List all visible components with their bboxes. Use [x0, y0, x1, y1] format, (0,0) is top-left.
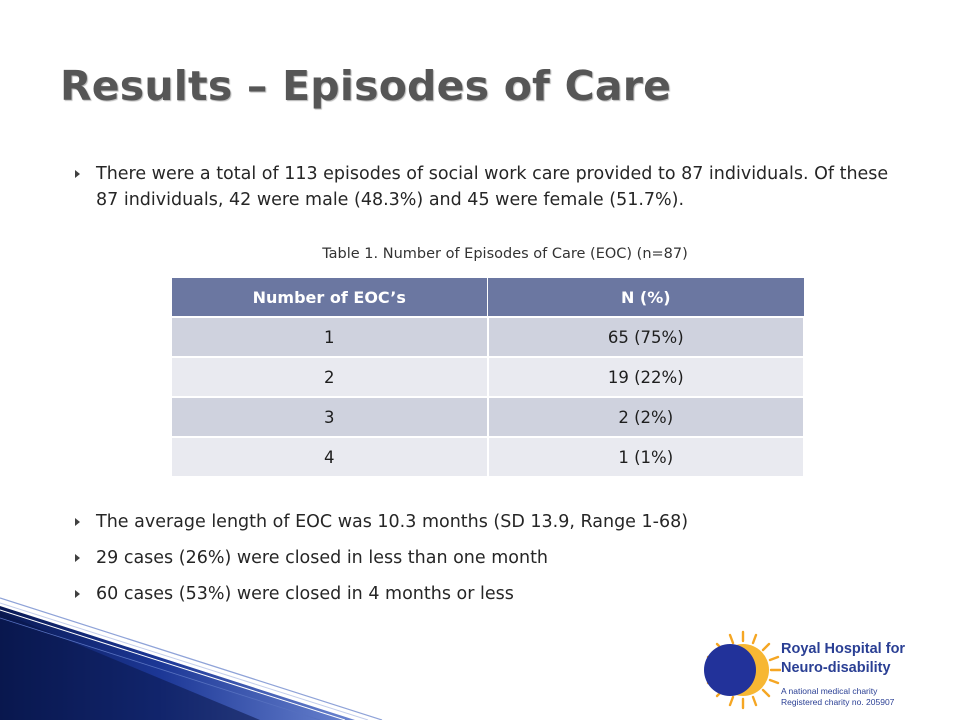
arrow-bullet-icon — [75, 518, 80, 526]
decorative-swoosh — [0, 597, 383, 720]
summary-bullet-list: The average length of EOC was 10.3 month… — [74, 509, 894, 617]
hospital-logo: Royal Hospital for Neuro-disability A na… — [697, 628, 947, 718]
summary-bullet-text: 29 cases (26%) were closed in less than … — [96, 548, 549, 568]
summary-bullet: 29 cases (26%) were closed in less than … — [74, 545, 894, 571]
arrow-bullet-icon — [75, 554, 80, 562]
sun-eclipse-icon — [704, 630, 781, 710]
table-caption: Table 1. Number of Episodes of Care (EOC… — [322, 246, 688, 262]
summary-bullet: The average length of EOC was 10.3 month… — [74, 509, 894, 535]
table-cell: 2 (2%) — [486, 396, 805, 438]
logo-name: Royal Hospital for Neuro-disability — [781, 640, 905, 678]
logo-tagline-line: Registered charity no. 205907 — [781, 697, 895, 707]
logo-tagline-line: A national medical charity — [781, 686, 878, 696]
table-cell: 1 (1%) — [486, 436, 805, 478]
table-row: 2 19 (22%) — [170, 356, 805, 398]
table-row: 4 1 (1%) — [170, 436, 805, 478]
table-cell: 4 — [170, 436, 489, 478]
episodes-of-care-table: Number of EOC’s N (%) 1 65 (75%) 2 19 (2… — [170, 277, 805, 478]
table-cell: 65 (75%) — [486, 316, 805, 358]
intro-bullet: There were a total of 113 episodes of so… — [74, 161, 914, 213]
table-row: 1 65 (75%) — [170, 316, 805, 358]
slide-title: Results – Episodes of Care — [60, 62, 672, 110]
intro-bullet-list: There were a total of 113 episodes of so… — [74, 161, 914, 213]
column-header: Number of EOC’s — [170, 277, 488, 318]
summary-bullet: 60 cases (53%) were closed in 4 months o… — [74, 581, 894, 607]
summary-bullet-text: 60 cases (53%) were closed in 4 months o… — [96, 584, 514, 604]
column-header: N (%) — [487, 277, 805, 318]
intro-bullet-text: There were a total of 113 episodes of so… — [96, 164, 889, 210]
summary-bullet-text: The average length of EOC was 10.3 month… — [96, 512, 689, 532]
table-cell: 19 (22%) — [486, 356, 805, 398]
table-cell: 3 — [170, 396, 489, 438]
table-cell: 2 — [170, 356, 489, 398]
logo-name-line: Neuro-disability — [781, 660, 891, 676]
logo-name-line: Royal Hospital for — [781, 641, 906, 657]
table-header-row: Number of EOC’s N (%) — [170, 277, 805, 318]
arrow-bullet-icon — [75, 170, 80, 178]
table-cell: 1 — [170, 316, 489, 358]
table-row: 3 2 (2%) — [170, 396, 805, 438]
arrow-bullet-icon — [75, 590, 80, 598]
logo-tagline: A national medical charity Registered ch… — [781, 686, 894, 708]
